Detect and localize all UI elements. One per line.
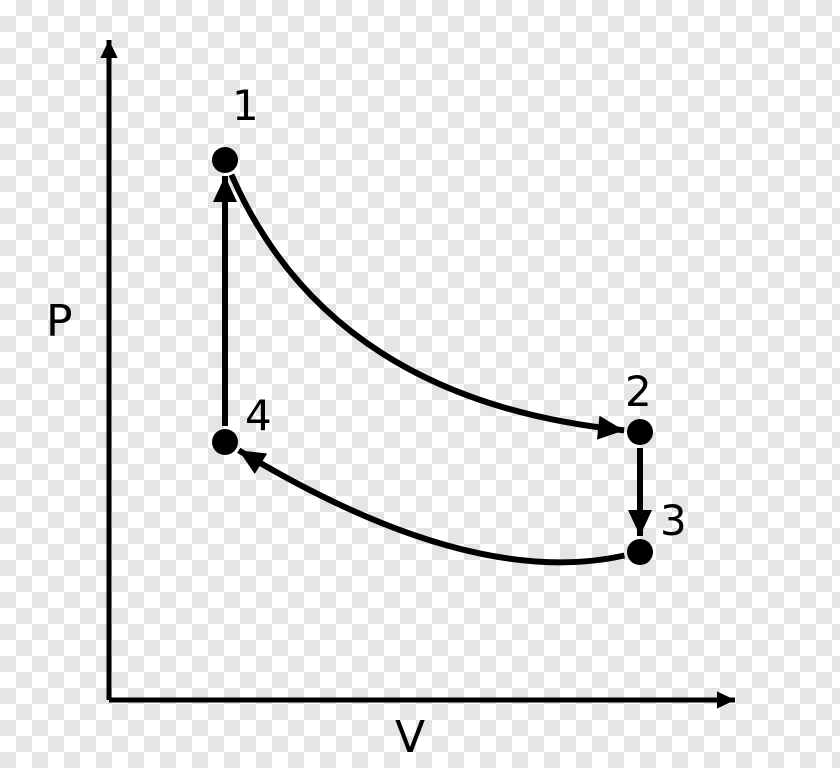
- svg-text:4: 4: [245, 391, 272, 440]
- svg-text:P: P: [46, 296, 73, 347]
- svg-text:V: V: [395, 712, 425, 763]
- svg-text:1: 1: [232, 81, 259, 130]
- svg-text:3: 3: [660, 496, 687, 545]
- diagram-stage: P V 1 2 3 4: [0, 0, 840, 768]
- svg-text:2: 2: [625, 367, 652, 416]
- pv-diagram-svg: P V 1 2 3 4: [0, 0, 840, 768]
